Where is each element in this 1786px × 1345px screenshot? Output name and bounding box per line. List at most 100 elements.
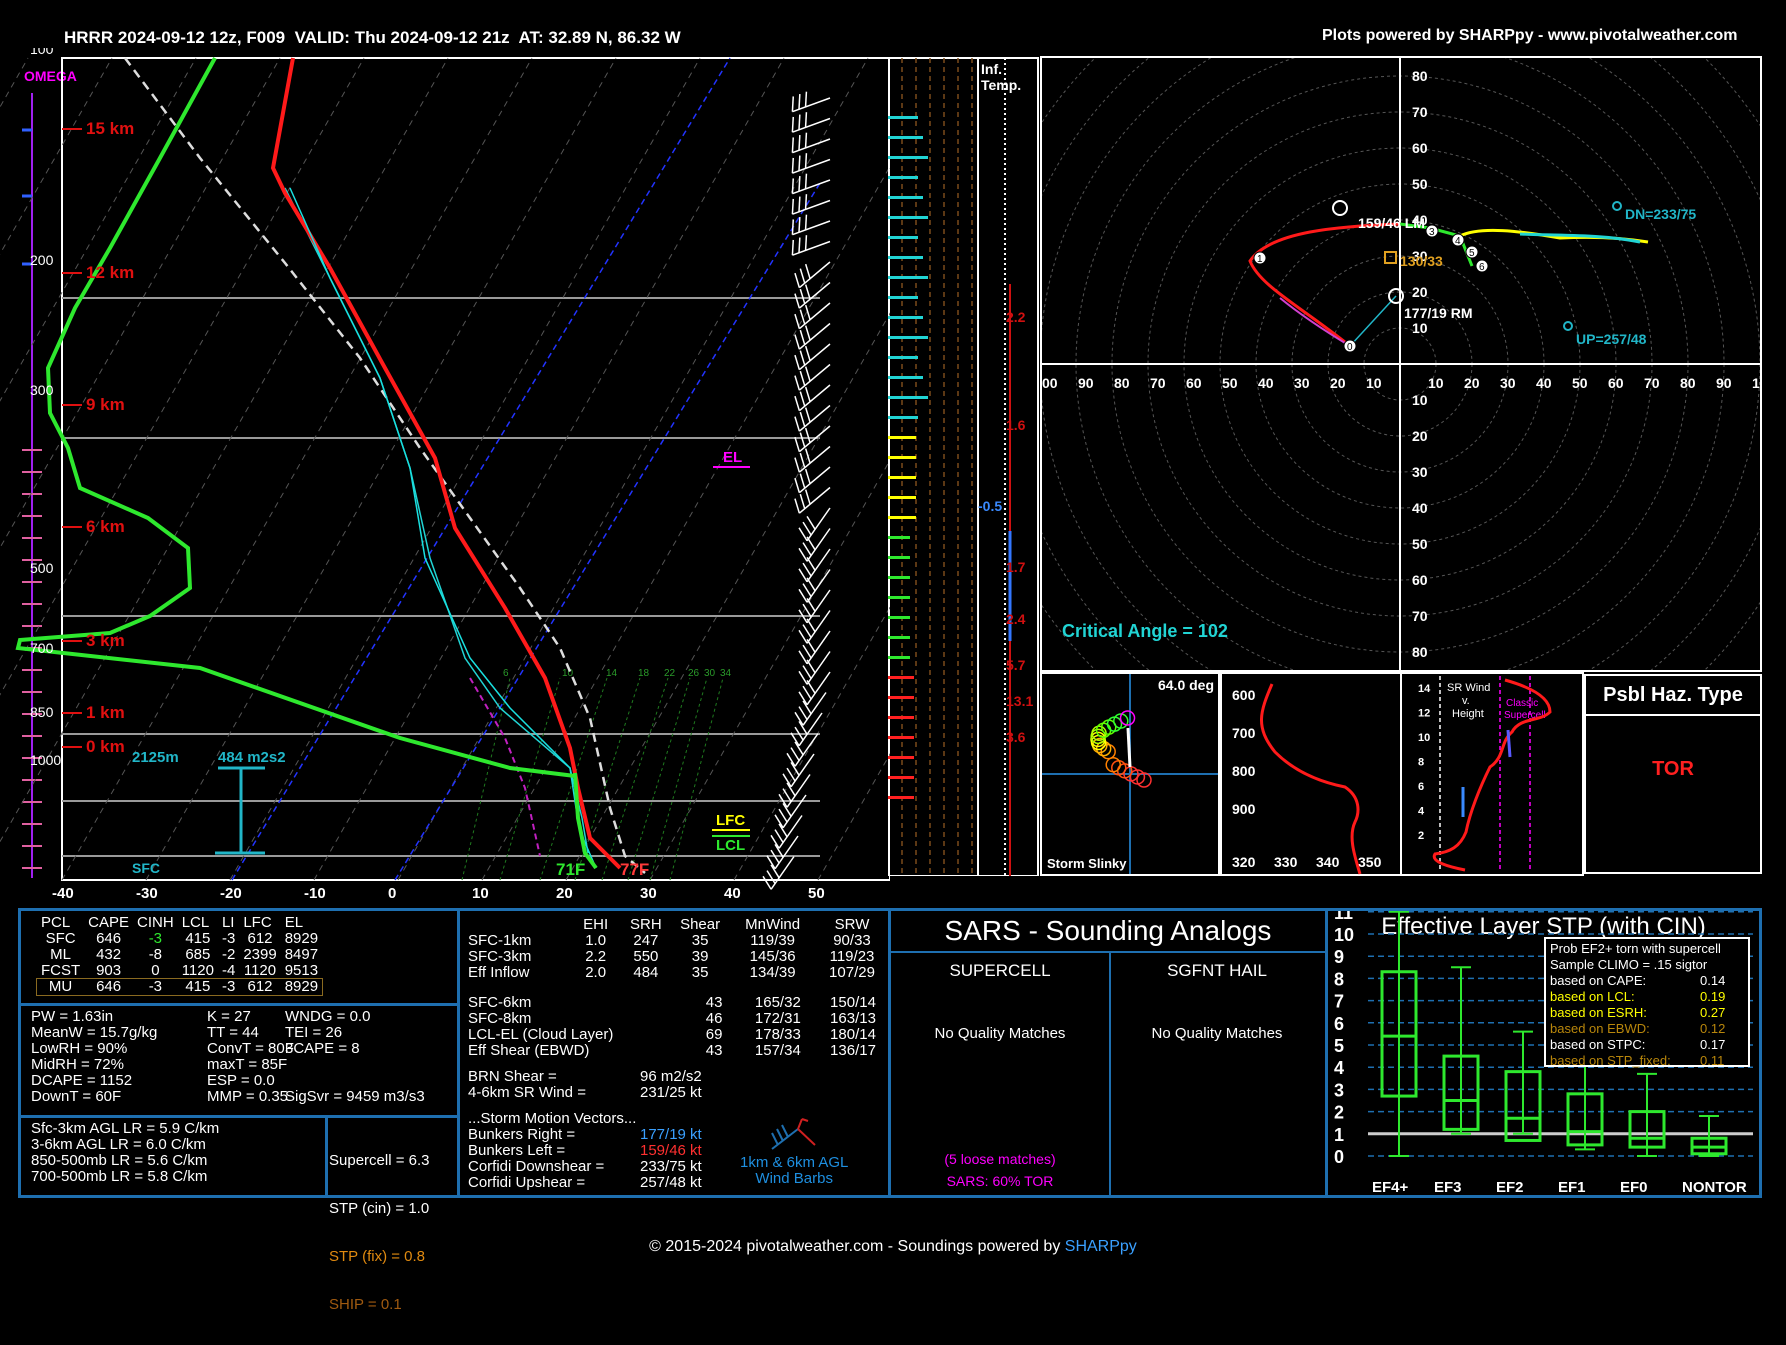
wind-barbs-label: 1km & 6km AGL Wind Barbs [740,1154,849,1187]
wind-barb [794,445,831,473]
stp-box [1442,1054,1480,1131]
hodo-ring-label: 40 [1412,212,1428,228]
stp-box [1566,1092,1604,1147]
inflow-height-label: 2125m [132,749,179,766]
kinematic-cell: 150/14 [830,994,876,1011]
stp-ytick: 6 [1334,1014,1344,1034]
wind-barb [798,589,831,624]
hodo-x-label: 00 [1042,375,1058,391]
temperature-tick: 40 [724,885,741,902]
kinematic-cell: SFC-6km [468,994,532,1011]
prob-value: 0.17 [1700,1037,1726,1052]
wind-barb [794,322,831,350]
mix-ratio-label: 22 [664,668,676,679]
hodo-x-label: 80 [1114,375,1130,391]
wind-speed-bar [888,436,916,439]
kinematic-cell: 178/33 [754,1026,801,1043]
storm-motion-title: ...Storm Motion Vectors... [468,1110,637,1127]
hodo-point-label: 6 [1479,262,1485,273]
hodo-point-label: 5 [1469,248,1475,259]
kinematic-cell: 550 [633,948,659,965]
pressure-label: 850 [30,704,54,720]
hodo-x-label: 20 [1330,375,1346,391]
inflow-srh-label: 484 m2s2 [218,749,286,766]
kinematic-header: SRH [630,916,662,933]
wind-barb [794,384,831,412]
hodo-ring-label: 60 [1412,572,1428,588]
storm-motion-row: Bunkers Left = 159/46 kt [468,1143,702,1159]
mix-ratio-label: 10 [562,668,574,679]
wind-speed-bar [888,156,928,159]
parcel-cell: 1120 [243,962,277,979]
wind-speed-bar [888,256,923,259]
wind-speed-bar [888,636,910,639]
sr-classic-2: Supercell [1504,710,1546,721]
hodo-x-label: 50 [1572,375,1588,391]
composite-indices: Supercell = 6.3 STP (cin) = 1.0 STP (fix… [329,1121,429,1345]
kinematic-cell: SFC-8km [468,1010,532,1027]
wind-barb [798,528,831,562]
storm-slinky: 64.0 deg Storm Slinky [1040,672,1220,876]
lapse-rates: Sfc-3km AGL LR = 5.9 C/km 3-6km AGL LR = … [31,1121,219,1185]
thermo-col1: PW = 1.63in MeanW = 15.7g/kg LowRH = 90% Mi… [31,1009,157,1105]
mix-ratio-label: 34 [720,668,732,679]
wind-barb [770,815,803,849]
hodo-rm-label: 177/19 RM [1404,305,1472,321]
prob-label: based on CAPE: [1550,973,1647,988]
hodo-point-label: 0 [1347,342,1353,353]
brn-shear-label: BRN Shear = [468,1068,557,1085]
wind-barb [782,753,815,788]
parcel-cell: 415 [185,978,211,995]
wind-barb [798,507,831,542]
stp-title: Effective Layer STP (with CIN) [1381,913,1706,940]
parcel-cell: 8929 [284,930,319,947]
hodo-ring-label: 50 [1412,176,1428,192]
kinematic-cell: 484 [633,964,659,981]
hodo-x-label: 90 [1078,375,1094,391]
stp-category: EF1 [1558,1179,1586,1195]
wind-barb [791,235,831,256]
thermo-col3: WNDG = 0.0 TEI = 26 3CAPE = 8 SigSvr = 945… [285,1009,425,1105]
wind-barb [798,569,831,603]
height-label: 1 km [86,703,125,722]
lcl-label: LCL [716,837,745,854]
wind-barb [774,794,807,829]
sr-height-label: 8 [1418,757,1424,769]
stp-category: EF4+ [1372,1179,1409,1195]
inf-temp-title-2: Temp. [981,77,1021,93]
kinematic-row: LCL-EL (Cloud Layer) 69 178/33 180/14 [464,1027,888,1043]
sars-title: SARS - Sounding Analogs [944,915,1272,946]
thermo-value: ESP = 0.0 [207,1072,275,1089]
temperature-tick: 0 [388,885,396,902]
thermo-value: MMP = 0.35 [207,1088,289,1105]
kinematic-cell: SFC-1km [468,932,532,949]
stp-ytick: 8 [1334,969,1344,989]
hodo-mean-label: 130/33 [1400,253,1443,269]
wind-barb [794,425,831,453]
wind-speed-bar [888,396,928,399]
wind-speed-bar [888,776,914,779]
wind-speed-bar [888,656,910,659]
kinematic-cell: 46 [705,1010,723,1027]
hodo-x-label: 30 [1500,375,1516,391]
thermo-value: LowRH = 90% [31,1040,128,1057]
parcel-cell: 612 [247,930,273,947]
skewt-plot: OMEGA 6 10 14 18 22 26 30 34 15 km 12 km 9 km 6 km… [0,48,890,902]
height-label: 6 km [86,517,125,536]
wind-speed-bar [888,116,918,119]
prob-box: Prob EF2+ torn with supercell Sample CLI… [1544,937,1750,1068]
hazard-panel: Psbl Haz. Type TOR [1584,674,1762,874]
inf-temp-value: 1.6 [1006,417,1026,433]
stp-ytick: 4 [1334,1058,1344,1078]
hodo-x-label: 60 [1608,375,1624,391]
wind-speed-bar [888,216,928,219]
temperature-tick: -20 [220,885,242,902]
footer-link[interactable]: SHARPpy [1064,1238,1137,1255]
hodo-ring-label: 30 [1412,464,1428,480]
theta-e-temp-label: 340 [1316,854,1340,870]
hodo-ring-label: 60 [1412,140,1428,156]
kinematic-cell [617,1027,655,1043]
prob-row: based on LCL: 0.19 [1550,989,1744,1005]
kinematic-cell: 157/34 [754,1042,801,1059]
wind-speed-bar [888,796,914,799]
